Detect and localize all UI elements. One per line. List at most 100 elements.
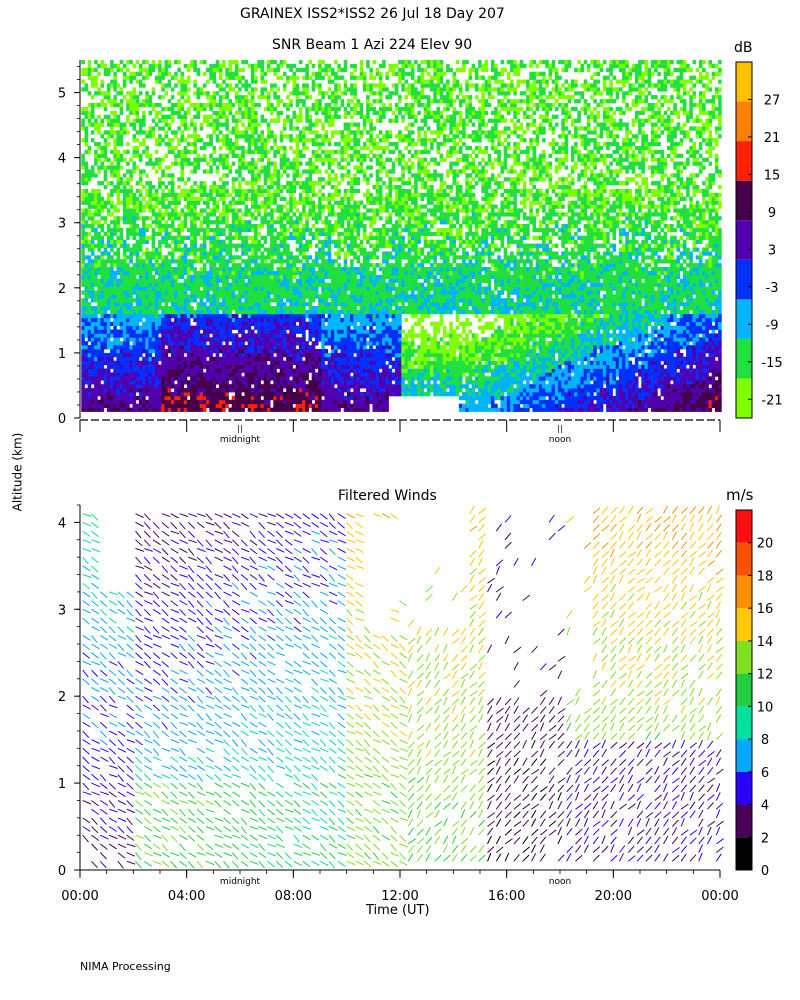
snr-cell xyxy=(129,306,133,311)
snr-cell xyxy=(231,149,236,155)
snr-cell xyxy=(100,309,105,315)
snr-cell xyxy=(228,169,233,174)
snr-cell xyxy=(202,251,207,256)
snr-cell xyxy=(209,282,213,287)
snr-cell xyxy=(250,192,255,198)
snr-cell xyxy=(234,403,239,408)
snr-cell xyxy=(113,165,117,170)
snr-cell xyxy=(180,165,185,170)
snr-cell xyxy=(318,325,322,330)
snr-cell xyxy=(97,165,101,170)
snr-cell xyxy=(90,173,95,178)
snr-cell xyxy=(250,196,255,201)
snr-cell xyxy=(119,130,124,135)
snr-cell xyxy=(164,63,169,69)
snr-cell xyxy=(250,337,255,342)
snr-cell xyxy=(170,227,175,233)
snr-cell xyxy=(122,325,127,330)
snr-cell xyxy=(106,181,111,186)
snr-cell xyxy=(311,407,316,412)
snr-cell xyxy=(257,60,261,65)
snr-cell xyxy=(148,282,153,287)
snr-cell xyxy=(215,103,220,108)
snr-cell xyxy=(110,204,114,209)
snr-cell xyxy=(193,274,197,280)
snr-cell xyxy=(193,278,197,283)
snr-cell xyxy=(106,208,111,213)
snr-cell xyxy=(151,161,156,166)
snr-cell xyxy=(295,224,300,229)
snr-cell xyxy=(234,208,239,213)
snr-cell xyxy=(100,372,105,377)
snr-cell xyxy=(266,278,271,283)
snr-cell xyxy=(282,87,287,92)
snr-cell xyxy=(132,192,137,198)
snr-cell xyxy=(186,126,191,131)
snr-cell xyxy=(84,368,89,373)
snr-cell xyxy=(263,372,268,377)
snr-cell xyxy=(196,110,201,116)
snr-cell xyxy=(279,134,284,139)
snr-cell xyxy=(206,255,210,260)
snr-cell xyxy=(202,294,207,299)
snr-cell xyxy=(87,286,92,291)
snr-cell xyxy=(142,169,146,174)
snr-cell xyxy=(250,110,255,116)
snr-cell xyxy=(116,251,121,256)
snr-cell xyxy=(279,333,284,338)
snr-cell xyxy=(222,181,226,186)
snr-cell xyxy=(138,302,143,307)
snr-cell xyxy=(164,352,169,358)
snr-cell xyxy=(186,227,191,233)
snr-cell xyxy=(273,399,277,405)
snr-cell xyxy=(241,149,245,155)
snr-cell xyxy=(276,395,281,401)
snr-cell xyxy=(113,220,117,225)
snr-cell xyxy=(270,200,274,205)
snr-cell xyxy=(116,337,121,342)
snr-cell xyxy=(305,302,309,307)
snr-cell xyxy=(174,270,178,276)
snr-cell xyxy=(183,317,188,323)
snr-cell xyxy=(132,352,137,358)
snr-cell xyxy=(231,181,236,186)
snr-cell xyxy=(206,235,210,240)
snr-cell xyxy=(177,192,181,198)
snr-cell xyxy=(186,392,191,397)
snr-cell xyxy=(234,145,239,151)
snr-cell xyxy=(132,212,137,217)
snr-cell xyxy=(158,200,162,205)
snr-cell xyxy=(180,263,185,268)
snr-cell xyxy=(308,364,313,369)
snr-cell xyxy=(215,220,220,225)
snr-cell xyxy=(225,145,229,151)
snr-cell xyxy=(225,118,229,123)
snr-cell xyxy=(164,173,169,178)
snr-cell xyxy=(308,380,313,385)
snr-cell xyxy=(196,309,201,315)
snr-cell xyxy=(244,208,249,213)
snr-cell xyxy=(305,114,309,119)
snr-cell xyxy=(81,87,85,92)
snr-cell xyxy=(222,274,226,280)
snr-cell xyxy=(145,227,149,233)
snr-cell xyxy=(87,247,92,252)
snr-cell xyxy=(225,298,229,303)
snr-cell xyxy=(228,337,233,342)
snr-cell xyxy=(126,352,130,358)
snr-cell xyxy=(212,91,217,96)
snr-cell xyxy=(142,60,146,65)
snr-cell xyxy=(254,227,258,233)
snr-cell xyxy=(206,204,210,209)
snr-cell xyxy=(94,243,98,248)
snr-cell xyxy=(110,173,114,178)
snr-cell xyxy=(308,313,313,319)
snr-cell xyxy=(247,360,252,365)
snr-cell xyxy=(145,161,149,166)
snr-cell xyxy=(250,75,255,80)
snr-cell xyxy=(286,255,290,260)
snr-cell xyxy=(308,356,313,362)
snr-cell xyxy=(215,216,220,221)
snr-cell xyxy=(254,192,258,198)
snr-cell xyxy=(138,255,143,260)
